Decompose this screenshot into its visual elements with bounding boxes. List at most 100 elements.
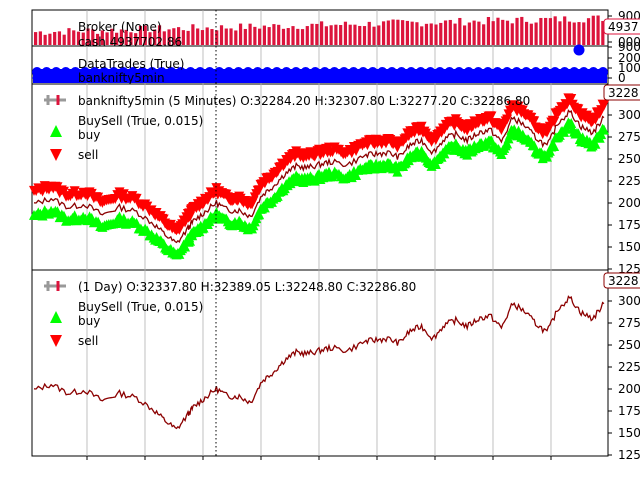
vertical-grid bbox=[86, 10, 552, 456]
broker-bar bbox=[129, 32, 133, 45]
broker-bar bbox=[534, 22, 538, 45]
broker-bar bbox=[248, 23, 252, 45]
price1d-legend-buy: buy bbox=[78, 314, 100, 328]
broker-bar bbox=[196, 28, 200, 45]
broker-bar bbox=[210, 29, 214, 45]
buy-marker bbox=[462, 149, 473, 160]
trade-marker bbox=[559, 67, 570, 77]
price5m-tick-label: 300 bbox=[618, 108, 640, 122]
price5m-tick-label: 225 bbox=[618, 174, 640, 188]
broker-bar bbox=[491, 21, 495, 45]
broker-bar bbox=[320, 21, 324, 45]
broker-bar bbox=[520, 16, 524, 45]
broker-bar bbox=[558, 21, 562, 45]
price5m-series bbox=[29, 93, 609, 260]
buy-marker bbox=[185, 235, 196, 246]
price1d-tick-label: 225 bbox=[618, 360, 640, 374]
price5m-legend-buy: buy bbox=[78, 128, 100, 142]
trade-marker bbox=[60, 67, 71, 77]
broker-bar bbox=[115, 32, 119, 45]
broker-bar bbox=[420, 26, 424, 45]
trade-marker bbox=[367, 67, 378, 77]
broker-bar bbox=[563, 16, 567, 45]
broker-bar bbox=[443, 20, 448, 45]
trade-marker bbox=[578, 67, 589, 77]
broker-bar bbox=[329, 25, 333, 45]
broker-bar bbox=[529, 23, 533, 45]
broker-bar bbox=[467, 22, 471, 45]
trades-tick-label: 100 bbox=[618, 61, 640, 75]
price1d-tick-label: 125 bbox=[618, 448, 640, 462]
trade-marker bbox=[425, 67, 436, 77]
trade-marker bbox=[214, 67, 225, 77]
broker-bar bbox=[162, 31, 166, 45]
price5m-legend-title: banknifty5min (5 Minutes) O:32284.20 H:3… bbox=[78, 94, 530, 108]
broker-bar bbox=[463, 25, 467, 45]
broker-bar bbox=[324, 26, 328, 45]
buy-legend-icon bbox=[50, 125, 62, 137]
broker-bar bbox=[482, 24, 486, 45]
broker-bar bbox=[67, 28, 71, 45]
price5m-tick-label: 175 bbox=[618, 218, 640, 232]
broker-bar bbox=[86, 28, 90, 45]
broker-bar bbox=[343, 21, 348, 45]
trade-marker bbox=[377, 67, 388, 77]
broker-bar bbox=[582, 22, 586, 45]
price1d-tick-label: 150 bbox=[618, 426, 640, 440]
price1d-tick-label: 275 bbox=[618, 316, 640, 330]
broker-bar bbox=[277, 24, 281, 45]
broker-bar bbox=[424, 23, 429, 45]
trade-marker bbox=[434, 67, 445, 77]
trade-marker bbox=[32, 67, 42, 77]
broker-bar bbox=[372, 26, 376, 45]
broker-bar bbox=[100, 30, 104, 45]
broker-bar bbox=[367, 21, 371, 45]
broker-bar bbox=[477, 21, 481, 45]
broker-bar bbox=[172, 28, 176, 45]
sell-marker bbox=[52, 182, 63, 193]
trade-marker bbox=[310, 67, 321, 77]
broker-bar bbox=[262, 25, 266, 45]
sell-marker bbox=[590, 114, 601, 125]
broker-bar bbox=[524, 21, 529, 45]
broker-last-value: 4937 bbox=[608, 20, 639, 34]
trade-marker bbox=[454, 67, 465, 77]
trade-marker bbox=[166, 67, 177, 77]
trade-marker bbox=[530, 67, 541, 77]
broker-bar bbox=[300, 29, 305, 45]
broker-bar bbox=[229, 28, 233, 45]
broker-bar bbox=[124, 29, 128, 45]
trade-marker bbox=[598, 67, 608, 77]
price1d-last-value: 3228 bbox=[608, 274, 639, 288]
broker-bar bbox=[105, 32, 109, 45]
trade-marker bbox=[444, 67, 455, 77]
broker-bar bbox=[410, 21, 414, 45]
broker-bar bbox=[548, 18, 552, 45]
trade-outlier-marker bbox=[573, 44, 585, 56]
trade-marker bbox=[329, 67, 340, 77]
buy-marker bbox=[392, 166, 403, 177]
broker-bar bbox=[134, 33, 138, 45]
broker-bar bbox=[72, 30, 76, 45]
broker-bar bbox=[286, 28, 290, 45]
sell-marker bbox=[529, 116, 540, 127]
broker-bar bbox=[601, 20, 605, 45]
broker-bar bbox=[153, 29, 157, 45]
broker-bar bbox=[272, 24, 276, 45]
price1d-last-value-tag: 3228 bbox=[603, 272, 640, 289]
trade-marker bbox=[406, 67, 417, 77]
broker-bar bbox=[291, 26, 295, 45]
broker-bar bbox=[281, 28, 286, 45]
trade-marker bbox=[415, 67, 426, 77]
broker-bar bbox=[434, 24, 438, 45]
broker-bar bbox=[401, 20, 405, 45]
sell-marker bbox=[566, 93, 577, 104]
trade-marker bbox=[319, 67, 330, 77]
price5m-last-value: 3228 bbox=[608, 86, 639, 100]
broker-bar bbox=[95, 33, 100, 45]
trade-marker bbox=[79, 67, 90, 77]
broker-bar bbox=[215, 30, 219, 45]
broker-bar bbox=[396, 19, 400, 45]
sell-marker bbox=[599, 100, 609, 111]
